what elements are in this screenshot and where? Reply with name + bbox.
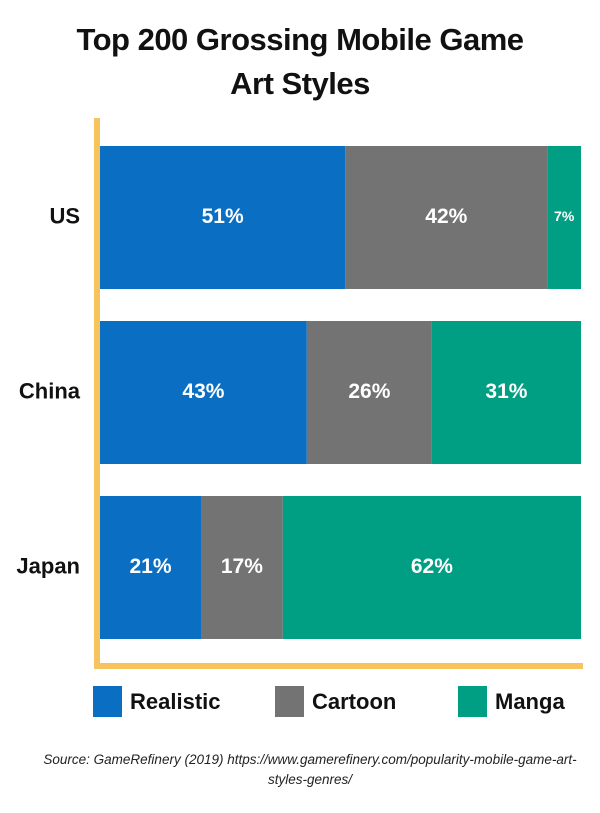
bar-segment — [201, 496, 283, 639]
bar-segment — [431, 321, 581, 464]
data-label: 51% — [202, 205, 244, 228]
y-tick-label: China — [19, 378, 81, 403]
bar-segment — [100, 321, 307, 464]
y-tick-label: US — [49, 203, 80, 228]
source-note: Source: GameRefinery (2019) https://www.… — [43, 752, 577, 787]
data-label: 7% — [554, 208, 575, 224]
data-label: 17% — [221, 555, 263, 578]
legend-label: Realistic — [130, 689, 221, 714]
legend-label: Cartoon — [312, 689, 396, 714]
legend-swatch — [93, 686, 122, 717]
legend-swatch — [275, 686, 304, 717]
bar-segment — [100, 496, 202, 639]
data-label: 21% — [129, 555, 171, 578]
data-label: 42% — [425, 205, 467, 228]
bar-segment — [306, 321, 432, 464]
data-label: 31% — [485, 380, 527, 403]
data-label: 26% — [348, 380, 390, 403]
data-label: 43% — [182, 380, 224, 403]
chart-title: Top 200 Grossing Mobile Game Art Styles — [76, 22, 524, 101]
bar-segment — [547, 146, 581, 289]
data-label: 62% — [411, 555, 453, 578]
bar-segment — [100, 146, 346, 289]
legend-label: Manga — [495, 689, 565, 714]
legend-swatch — [458, 686, 487, 717]
bar-segment — [345, 146, 548, 289]
bar-segment — [282, 496, 581, 639]
y-tick-label: Japan — [16, 553, 80, 578]
